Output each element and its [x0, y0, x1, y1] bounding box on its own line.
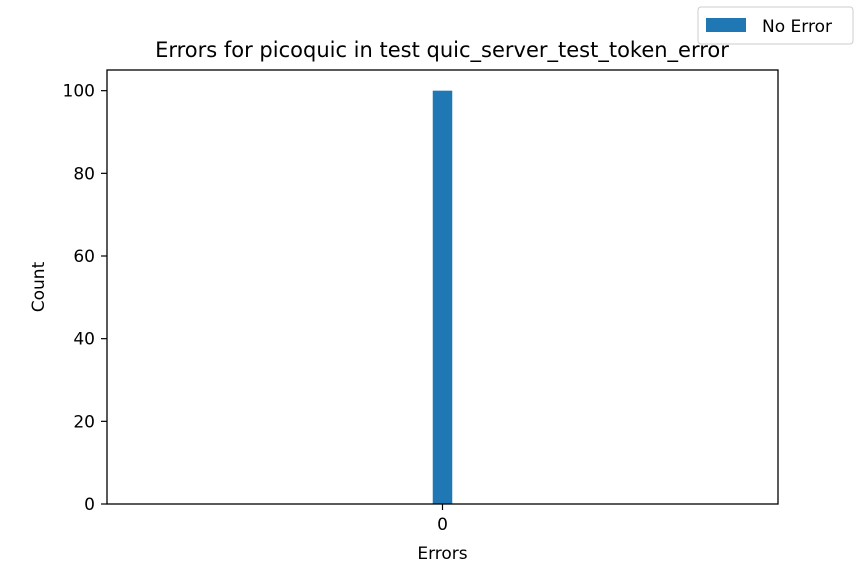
y-ticks: 0 20 40 60 80 100	[63, 82, 107, 515]
x-axis-label: Errors	[417, 544, 467, 564]
y-tick-label-100: 100	[63, 82, 95, 102]
legend-label-no-error: No Error	[762, 17, 832, 37]
x-ticks: 0	[437, 504, 448, 535]
y-tick-label-40: 40	[73, 330, 95, 350]
y-axis-label: Count	[29, 261, 49, 312]
bars-group	[432, 90, 453, 505]
legend: No Error	[697, 6, 854, 45]
chart-title: Errors for picoquic in test quic_server_…	[155, 38, 729, 63]
x-tick-label-0: 0	[437, 515, 448, 535]
plot-area-frame	[106, 69, 779, 505]
legend-frame	[697, 6, 854, 45]
y-tick-label-0: 0	[84, 495, 95, 515]
bar-0-no-error	[432, 90, 453, 505]
y-tick-label-60: 60	[73, 247, 95, 267]
legend-swatch-no-error	[706, 18, 746, 32]
y-tick-label-80: 80	[73, 164, 95, 184]
y-tick-label-20: 20	[73, 412, 95, 432]
